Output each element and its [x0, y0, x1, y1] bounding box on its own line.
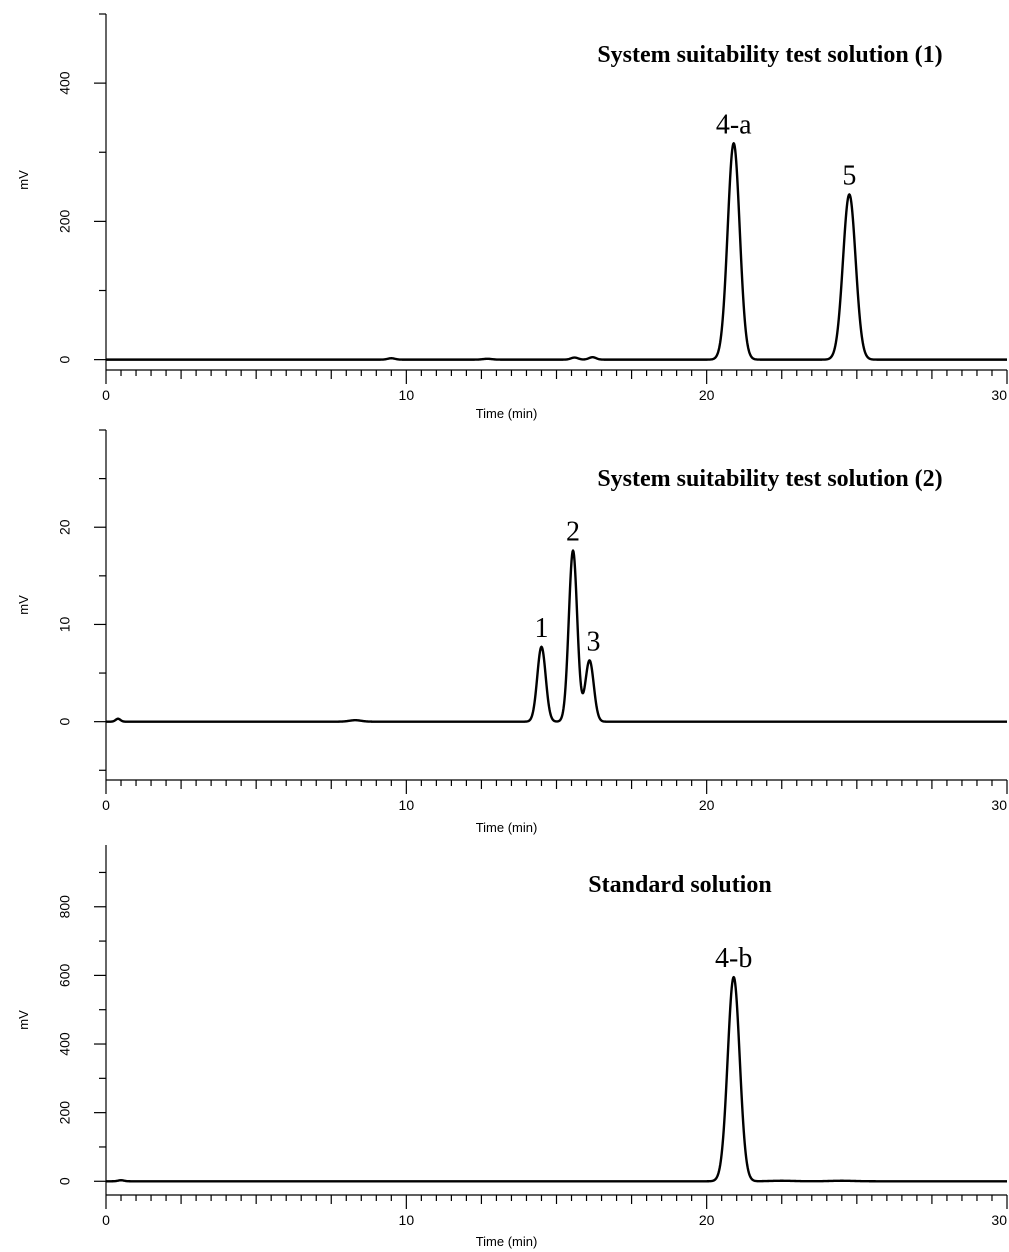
y-axis-label: mV	[16, 595, 31, 615]
y-tick-label: 0	[57, 718, 73, 726]
x-tick-label: 10	[399, 1212, 415, 1228]
x-tick-label: 30	[991, 387, 1007, 403]
peak-label: 2	[566, 517, 580, 548]
x-tick-label: 10	[399, 797, 415, 813]
y-tick-label: 10	[57, 616, 73, 632]
y-tick-label: 0	[57, 356, 73, 364]
y-tick-label: 200	[57, 209, 73, 233]
x-tick-label: 20	[699, 387, 715, 403]
peak-label: 1	[534, 613, 548, 644]
x-axis-label: Time (min)	[476, 820, 538, 835]
y-axis-label: mV	[16, 1010, 31, 1030]
x-axis-label: Time (min)	[476, 406, 538, 421]
peak-label: 3	[587, 626, 601, 657]
y-tick-label: 800	[57, 895, 73, 919]
chromatogram-trace	[105, 549, 1008, 723]
y-axis-label: mV	[16, 170, 31, 190]
chromatogram-trace	[105, 975, 1008, 1183]
x-tick-label: 0	[102, 387, 110, 403]
chart-title: System suitability test solution (2)	[597, 466, 942, 492]
y-tick-label: 0	[57, 1177, 73, 1185]
peak-label: 4-b	[715, 943, 752, 974]
chart-title: System suitability test solution (1)	[597, 42, 942, 68]
y-tick-label: 600	[57, 963, 73, 987]
peak-label: 4-a	[716, 109, 752, 140]
y-tick-label: 400	[57, 71, 73, 95]
y-tick-label: 20	[57, 519, 73, 535]
x-tick-label: 0	[102, 797, 110, 813]
chart-title: Standard solution	[588, 872, 771, 898]
x-tick-label: 0	[102, 1212, 110, 1228]
x-tick-label: 10	[399, 387, 415, 403]
x-tick-label: 30	[991, 1212, 1007, 1228]
x-tick-label: 20	[699, 1212, 715, 1228]
chromatogram-panel-2: 0 10 20 0 10 20 30 Time (min) mV System suitabili…	[16, 429, 1008, 835]
y-tick-label: 400	[57, 1032, 73, 1056]
chromatogram-panel-3: 0 200 400 600 800 0 10 20 30 Time (min) mV Standard…	[16, 845, 1008, 1249]
peak-label: 5	[842, 160, 856, 191]
x-tick-label: 30	[991, 797, 1007, 813]
x-axis-label: Time (min)	[476, 1234, 538, 1249]
x-tick-label: 20	[699, 797, 715, 813]
chromatogram-trace	[105, 142, 1008, 361]
chromatogram-panel-1: 0 200 400 0 10 20 30 Time (min) mV System suitabi…	[16, 13, 1008, 421]
y-tick-label: 200	[57, 1101, 73, 1125]
